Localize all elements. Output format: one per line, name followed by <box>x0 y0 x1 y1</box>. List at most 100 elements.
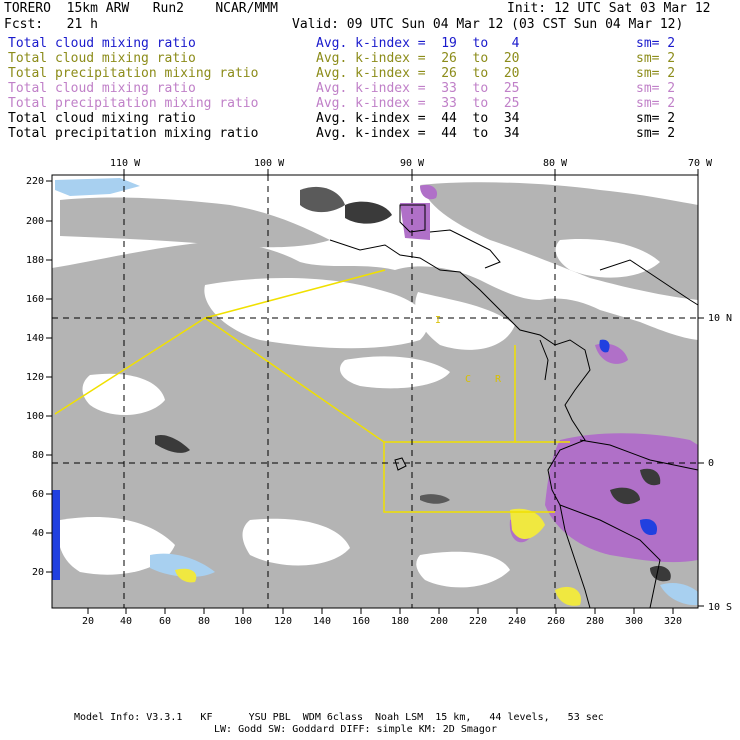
yellow-cloud <box>555 586 581 606</box>
lon-label: 100 W <box>254 158 285 169</box>
coastline <box>599 259 699 306</box>
tick-marks <box>46 169 704 614</box>
grid-x-label: 280 <box>586 616 605 627</box>
graticule <box>52 175 698 608</box>
dark-cloud <box>650 565 671 582</box>
legend-kindex: Avg. k-index = 26 to 20 <box>316 51 520 66</box>
clear-area <box>415 292 515 350</box>
country-border <box>399 204 426 233</box>
grid-x-label: 320 <box>664 616 683 627</box>
grid-x-label: 100 <box>234 616 253 627</box>
legend-kindex: Avg. k-index = 44 to 34 <box>316 111 520 126</box>
cloud-field <box>52 178 698 608</box>
legend-sm: sm= 2 <box>636 36 676 51</box>
legend-kindex: Avg. k-index = 33 to 25 <box>316 81 520 96</box>
lon-label: 80 W <box>543 158 568 169</box>
grid-y-label: 180 <box>26 255 45 266</box>
lon-label: 90 W <box>400 158 425 169</box>
legend-field: Total cloud mixing ratio <box>8 111 196 126</box>
lat-label: 10 S <box>708 602 733 613</box>
clear-area <box>416 551 510 588</box>
init-time: Init: 12 UTC Sat 03 Mar 12 <box>507 1 711 16</box>
clear-area <box>242 518 350 566</box>
dark-cloud <box>610 487 640 505</box>
grid-y-label: 200 <box>26 216 45 227</box>
dark-cloud <box>640 468 661 486</box>
grid-y-label: 140 <box>26 333 45 344</box>
legend-field: Total cloud mixing ratio <box>8 36 196 51</box>
coastline <box>329 239 591 609</box>
model-info: Model Info: V3.3.1 KF YSU PBL WDM 6class… <box>74 712 604 723</box>
legend-kindex: Avg. k-index = 26 to 20 <box>316 66 520 81</box>
light-blue-cloud <box>55 178 140 196</box>
grid-x-label: 240 <box>508 616 527 627</box>
legend-sm: sm= 2 <box>636 96 676 111</box>
map-label: R <box>495 374 502 385</box>
country-border <box>559 504 661 609</box>
legend-field: Total precipitation mixing ratio <box>8 66 259 81</box>
grid-y-label: 40 <box>32 528 45 539</box>
map-label: C <box>465 374 471 385</box>
yellow-cloud <box>175 568 197 583</box>
map-label: I <box>435 315 441 326</box>
dark-cloud <box>300 186 345 213</box>
clear-area <box>58 517 175 575</box>
grid-y-label: 80 <box>32 450 45 461</box>
blue-cloud <box>52 490 60 580</box>
region-boundary <box>204 317 555 513</box>
dark-cloud <box>345 201 392 224</box>
country-border <box>539 339 549 381</box>
grid-x-label: 140 <box>313 616 332 627</box>
grid-x-label: 300 <box>625 616 644 627</box>
legend-field: Total cloud mixing ratio <box>8 81 196 96</box>
dark-cloud <box>155 434 190 453</box>
grid-x-label: 60 <box>159 616 172 627</box>
grid-x-label: 80 <box>198 616 211 627</box>
grid-y-label: 100 <box>26 411 45 422</box>
lat-label: 0 <box>708 458 715 469</box>
grid-x-label: 40 <box>120 616 133 627</box>
blue-cloud <box>599 339 610 353</box>
yellow-cloud <box>510 508 545 540</box>
grid-x-label: 120 <box>274 616 293 627</box>
country-border <box>579 439 699 471</box>
grid-x-label: 220 <box>469 616 488 627</box>
legend-sm: sm= 2 <box>636 111 676 126</box>
grid-y-label: 120 <box>26 372 45 383</box>
legend-kindex: Avg. k-index = 19 to 4 <box>316 36 520 51</box>
grid-x-label: 260 <box>547 616 566 627</box>
model-title: TORERO 15km ARW Run2 NCAR/MMM <box>4 1 278 16</box>
blue-cloud <box>640 518 658 536</box>
country-border <box>429 229 501 269</box>
clear-area <box>204 278 428 349</box>
lon-label: 70 W <box>688 158 713 169</box>
grid-y-label: 160 <box>26 294 45 305</box>
grid-y-label: 60 <box>32 489 45 500</box>
dark-cloud <box>420 494 450 504</box>
clear-area <box>340 356 450 389</box>
grid-y-label: 220 <box>26 176 45 187</box>
grid-x-label: 180 <box>391 616 410 627</box>
legend-kindex: Avg. k-index = 33 to 25 <box>316 96 520 111</box>
legend-field: Total cloud mixing ratio <box>8 51 196 66</box>
lat-label: 10 N <box>708 313 733 324</box>
plot-frame <box>51 174 699 609</box>
island-galapagos <box>394 457 407 471</box>
grid-x-label: 200 <box>430 616 449 627</box>
physics-info: LW: Godd SW: Goddard DIFF: simple KM: 2D… <box>214 724 497 735</box>
gray-cloud-north <box>60 197 330 248</box>
purple-convection <box>420 184 438 200</box>
valid-time: Valid: 09 UTC Sun 04 Mar 12 (03 CST Sun … <box>292 17 684 32</box>
legend-sm: sm= 2 <box>636 81 676 96</box>
grid-x-label: 20 <box>82 616 95 627</box>
lon-label: 110 W <box>110 158 141 169</box>
clear-area <box>555 238 660 278</box>
legend-sm: sm= 2 <box>636 51 676 66</box>
forecast-hour: Fcst: 21 h <box>4 17 98 32</box>
legend-field: Total precipitation mixing ratio <box>8 96 259 111</box>
legend-sm: sm= 2 <box>636 126 676 141</box>
legend-field: Total precipitation mixing ratio <box>8 126 259 141</box>
light-blue-cloud <box>150 553 215 577</box>
grid-y-label: 20 <box>32 567 45 578</box>
